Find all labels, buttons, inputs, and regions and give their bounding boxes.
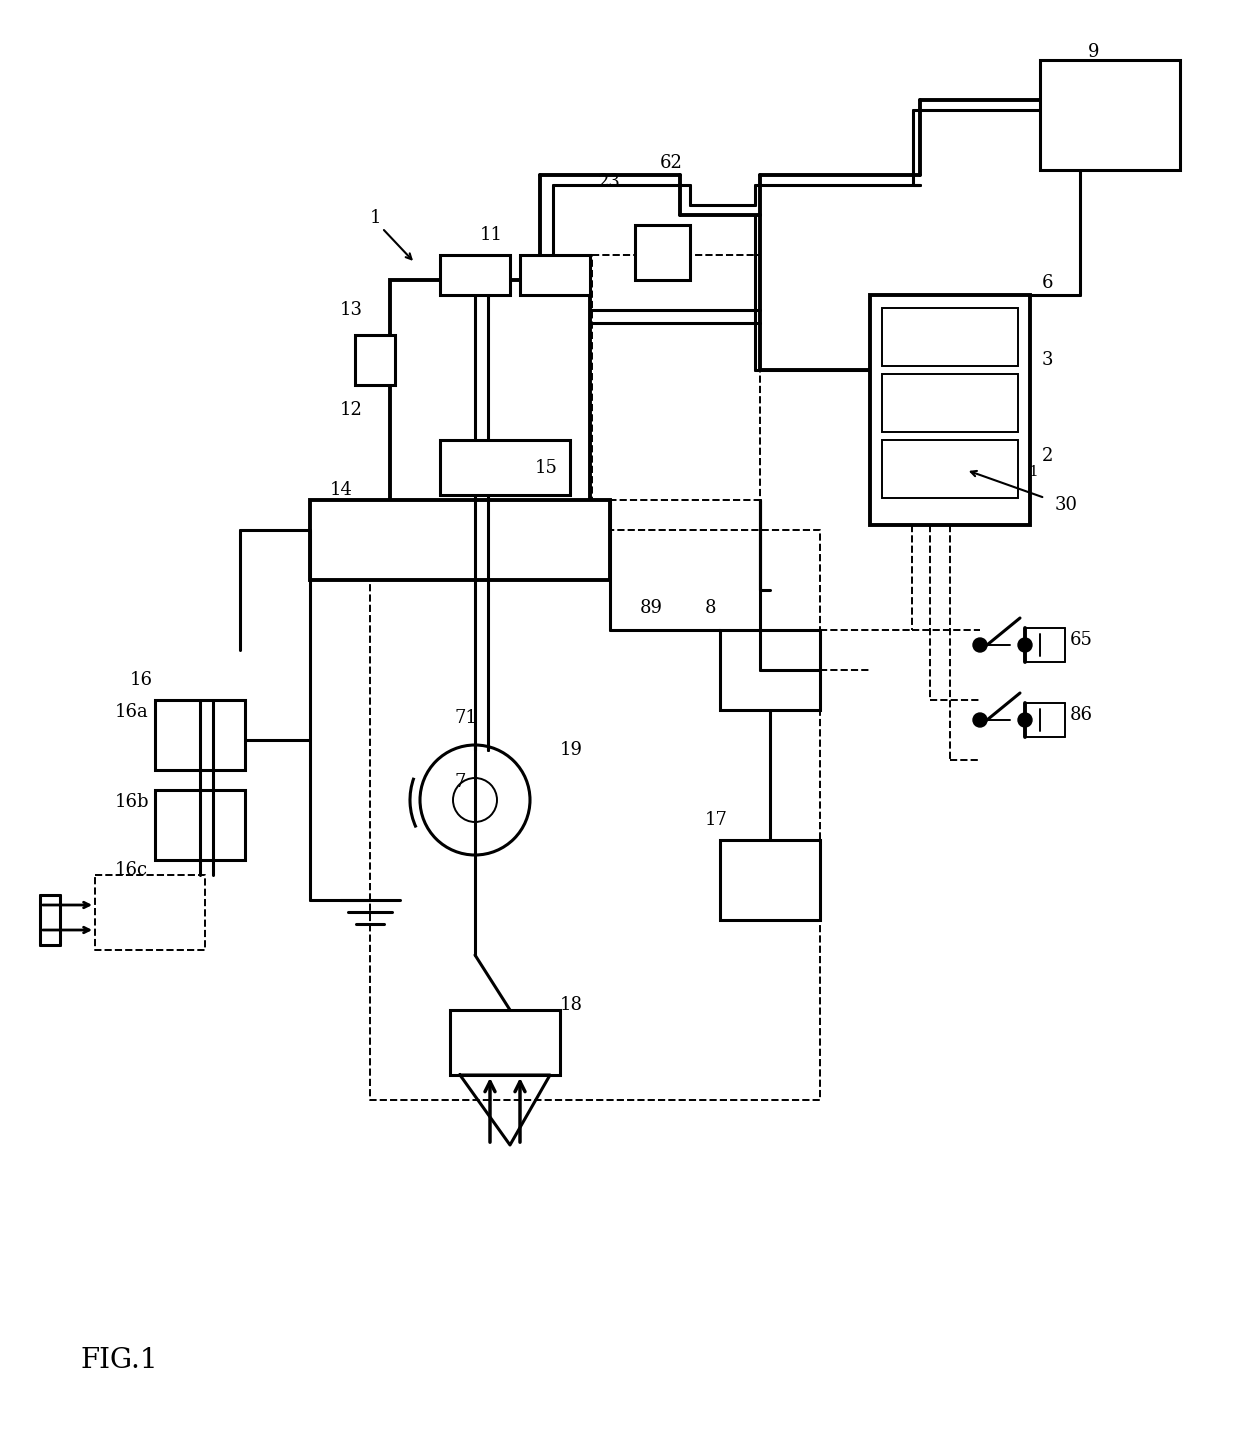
Text: 12: 12: [340, 401, 363, 419]
Text: 16: 16: [130, 671, 153, 690]
Text: 16a: 16a: [115, 703, 149, 722]
Bar: [870, 296, 1030, 525]
Text: 14: 14: [330, 481, 353, 498]
Bar: [882, 440, 1018, 498]
Bar: [310, 500, 610, 580]
Text: 1: 1: [1028, 465, 1038, 480]
Text: FIG.1: FIG.1: [81, 1346, 157, 1374]
Text: 23: 23: [598, 172, 621, 191]
Bar: [440, 440, 570, 496]
Bar: [635, 225, 689, 280]
Circle shape: [973, 713, 987, 727]
Circle shape: [1018, 638, 1032, 652]
Bar: [520, 255, 590, 296]
Text: 30: 30: [1055, 496, 1078, 514]
Text: 15: 15: [534, 459, 558, 477]
Bar: [882, 309, 1018, 367]
Text: 19: 19: [560, 740, 583, 759]
Text: 16c: 16c: [115, 861, 148, 880]
Text: 8: 8: [706, 598, 717, 617]
Bar: [1040, 59, 1180, 170]
Text: 65: 65: [1070, 630, 1092, 649]
Text: 2: 2: [1042, 446, 1053, 465]
Text: 71: 71: [455, 709, 477, 727]
Text: 11: 11: [480, 226, 503, 243]
Bar: [391, 280, 590, 569]
Bar: [450, 1010, 560, 1075]
Text: 89: 89: [640, 598, 663, 617]
Bar: [155, 700, 246, 769]
Text: 9: 9: [1087, 43, 1100, 61]
Bar: [155, 790, 246, 861]
Text: 1: 1: [370, 209, 382, 227]
Text: 13: 13: [340, 301, 363, 319]
Bar: [440, 255, 510, 296]
Bar: [720, 840, 820, 920]
Bar: [882, 374, 1018, 432]
Text: 16b: 16b: [115, 793, 150, 811]
Text: 17: 17: [706, 811, 728, 829]
Circle shape: [1018, 713, 1032, 727]
Bar: [720, 630, 820, 710]
Text: 18: 18: [560, 995, 583, 1014]
Text: 7: 7: [455, 772, 466, 791]
Bar: [355, 335, 396, 385]
Text: 86: 86: [1070, 706, 1092, 724]
Text: 3: 3: [1042, 351, 1054, 369]
Circle shape: [973, 638, 987, 652]
Text: 62: 62: [660, 154, 683, 172]
Text: 6: 6: [1042, 274, 1054, 293]
